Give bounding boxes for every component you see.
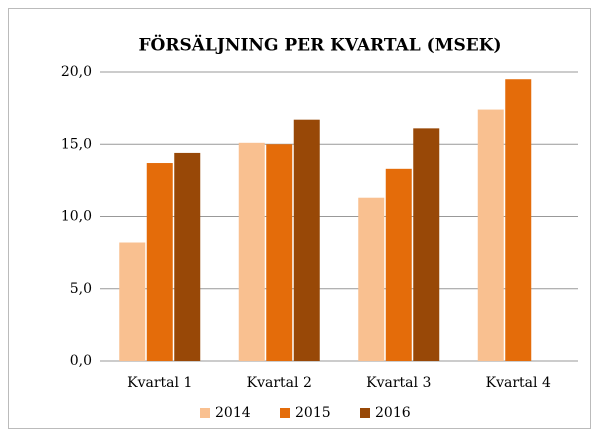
- legend-label: 2016: [375, 405, 411, 421]
- legend-swatch: [200, 408, 210, 418]
- bar: [119, 242, 146, 361]
- y-tick-label: 5,0: [70, 281, 92, 297]
- legend-swatch: [360, 408, 370, 418]
- y-tick-label: 20,0: [61, 64, 92, 80]
- bar: [385, 168, 412, 361]
- x-tick-label: Kvartal 4: [486, 375, 551, 391]
- bar: [238, 142, 265, 361]
- y-tick-label: 15,0: [61, 136, 92, 152]
- bar: [413, 128, 440, 361]
- bar: [358, 197, 385, 361]
- chart-title: FÖRSÄLJNING PER KVARTAL (MSEK): [138, 35, 501, 56]
- y-tick-label: 10,0: [61, 209, 92, 225]
- x-tick-label: Kvartal 1: [127, 375, 192, 391]
- x-tick-label: Kvartal 3: [366, 375, 431, 391]
- bar: [477, 109, 504, 361]
- x-tick-label: Kvartal 2: [247, 375, 312, 391]
- bar: [146, 163, 173, 361]
- bar: [174, 152, 201, 361]
- legend-label: 2015: [295, 405, 331, 421]
- bar: [505, 79, 532, 361]
- bar: [293, 119, 320, 361]
- legend-label: 2014: [215, 405, 251, 421]
- y-tick-label: 0,0: [70, 353, 92, 369]
- legend-swatch: [280, 408, 290, 418]
- bar: [266, 144, 293, 361]
